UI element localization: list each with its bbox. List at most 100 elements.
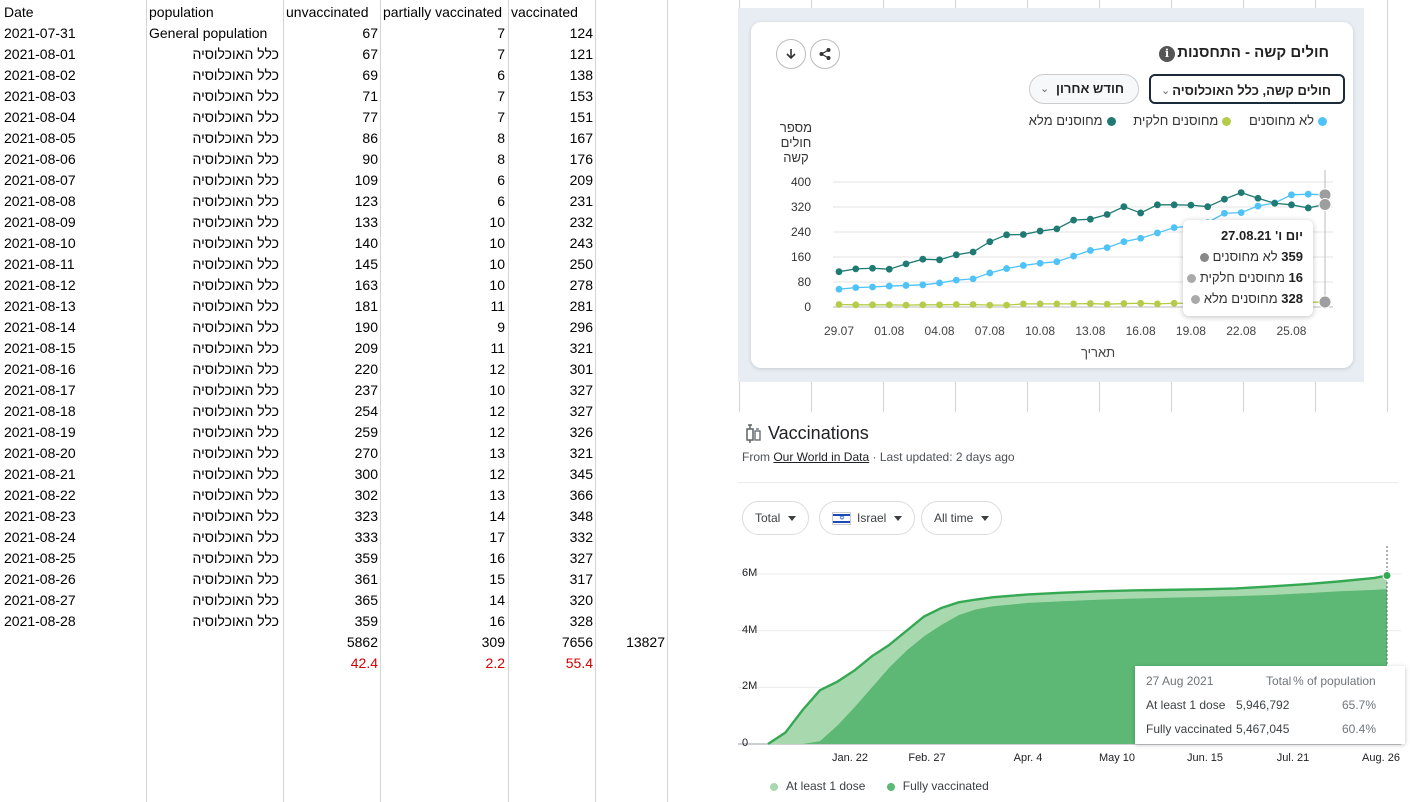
cell-date[interactable]: 2021-08-12 bbox=[4, 277, 76, 293]
cell-population[interactable]: כלל האוכלוסיה bbox=[192, 424, 280, 440]
cell-date[interactable]: 2021-08-14 bbox=[4, 319, 76, 335]
table-row[interactable]: 2021-08-12 כלל האוכלוסיה 163 10 278 bbox=[0, 275, 667, 296]
cell-population[interactable]: כלל האוכלוסיה bbox=[192, 67, 280, 83]
cell-unvaccinated[interactable]: 302 bbox=[354, 487, 378, 503]
cell-population[interactable]: כלל האוכלוסיה bbox=[192, 550, 280, 566]
table-row[interactable]: 2021-08-03 כלל האוכלוסיה 71 7 153 bbox=[0, 86, 667, 107]
cell-date[interactable]: 2021-08-24 bbox=[4, 529, 76, 545]
cell-vaccinated[interactable]: 327 bbox=[569, 382, 593, 398]
cell-partially[interactable]: 12 bbox=[489, 466, 505, 482]
cell-population[interactable]: כלל האוכלוסיה bbox=[192, 529, 280, 545]
pct-unvaccinated[interactable]: 42.4 bbox=[350, 655, 378, 671]
cell-partially[interactable]: 12 bbox=[489, 361, 505, 377]
cell-unvaccinated[interactable]: 361 bbox=[354, 571, 378, 587]
cell-unvaccinated[interactable]: 270 bbox=[354, 445, 378, 461]
table-row[interactable]: 2021-08-04 כלל האוכלוסיה 77 7 151 bbox=[0, 107, 667, 128]
cell-partially[interactable]: 7 bbox=[497, 109, 505, 125]
cell-population[interactable]: כלל האוכלוסיה bbox=[192, 592, 280, 608]
cell-partially[interactable]: 14 bbox=[489, 508, 505, 524]
table-row[interactable]: 2021-08-17 כלל האוכלוסיה 237 10 327 bbox=[0, 380, 667, 401]
table-row[interactable]: 2021-08-02 כלל האוכלוסיה 69 6 138 bbox=[0, 65, 667, 86]
cell-unvaccinated[interactable]: 359 bbox=[354, 613, 378, 629]
cell-population[interactable]: כלל האוכלוסיה bbox=[192, 319, 280, 335]
cell-vaccinated[interactable]: 281 bbox=[569, 298, 593, 314]
cell-date[interactable]: 2021-08-02 bbox=[4, 67, 76, 83]
cell-population[interactable]: כלל האוכלוסיה bbox=[192, 571, 280, 587]
cell-partially[interactable]: 10 bbox=[489, 214, 505, 230]
cell-partially[interactable]: 10 bbox=[489, 235, 505, 251]
table-row[interactable]: 2021-08-15 כלל האוכלוסיה 209 11 321 bbox=[0, 338, 667, 359]
cell-unvaccinated[interactable]: 123 bbox=[354, 193, 378, 209]
total-vaccinated[interactable]: 7656 bbox=[561, 634, 593, 650]
cell-partially[interactable]: 11 bbox=[490, 298, 505, 314]
range-chip[interactable]: All time bbox=[921, 501, 1003, 535]
cell-partially[interactable]: 8 bbox=[497, 151, 505, 167]
cell-unvaccinated[interactable]: 90 bbox=[362, 151, 378, 167]
cell-vaccinated[interactable]: 296 bbox=[569, 319, 593, 335]
cell-unvaccinated[interactable]: 333 bbox=[354, 529, 378, 545]
cell-date[interactable]: 2021-08-21 bbox=[4, 466, 76, 482]
table-row[interactable]: 2021-08-27 כלל האוכלוסיה 365 14 320 bbox=[0, 590, 667, 611]
table-row[interactable]: 2021-08-08 כלל האוכלוסיה 123 6 231 bbox=[0, 191, 667, 212]
cell-date[interactable]: 2021-07-31 bbox=[4, 25, 76, 41]
cell-partially[interactable]: 13 bbox=[489, 445, 505, 461]
cell-partially[interactable]: 17 bbox=[489, 529, 505, 545]
cell-vaccinated[interactable]: 327 bbox=[569, 550, 593, 566]
cell-population[interactable]: כלל האוכלוסיה bbox=[192, 214, 280, 230]
table-row[interactable]: 2021-08-14 כלל האוכלוסיה 190 9 296 bbox=[0, 317, 667, 338]
cell-vaccinated[interactable]: 348 bbox=[569, 508, 593, 524]
cell-population[interactable]: כלל האוכלוסיה bbox=[192, 256, 280, 272]
cell-partially[interactable]: 6 bbox=[497, 67, 505, 83]
grand-total[interactable]: 13827 bbox=[626, 634, 665, 650]
cell-partially[interactable]: 7 bbox=[497, 25, 505, 41]
cell-unvaccinated[interactable]: 181 bbox=[354, 298, 378, 314]
cell-vaccinated[interactable]: 326 bbox=[569, 424, 593, 440]
table-row[interactable]: 2021-08-10 כלל האוכלוסיה 140 10 243 bbox=[0, 233, 667, 254]
cell-date[interactable]: 2021-08-23 bbox=[4, 508, 76, 524]
cell-population[interactable]: כלל האוכלוסיה bbox=[192, 508, 280, 524]
cell-unvaccinated[interactable]: 69 bbox=[362, 67, 378, 83]
table-row[interactable]: 2021-08-16 כלל האוכלוסיה 220 12 301 bbox=[0, 359, 667, 380]
cell-date[interactable]: 2021-08-04 bbox=[4, 109, 76, 125]
cell-date[interactable]: 2021-08-22 bbox=[4, 487, 76, 503]
cell-vaccinated[interactable]: 138 bbox=[569, 67, 593, 83]
cell-partially[interactable]: 10 bbox=[489, 256, 505, 272]
cell-population[interactable]: כלל האוכלוסיה bbox=[192, 298, 280, 314]
cell-vaccinated[interactable]: 278 bbox=[569, 277, 593, 293]
legend-partially[interactable]: מחוסנים חלקית bbox=[1133, 113, 1232, 128]
cell-vaccinated[interactable]: 301 bbox=[569, 361, 593, 377]
total-unvaccinated[interactable]: 5862 bbox=[346, 634, 378, 650]
cell-partially[interactable]: 7 bbox=[497, 88, 505, 104]
cell-date[interactable]: 2021-08-01 bbox=[4, 46, 76, 62]
cell-vaccinated[interactable]: 321 bbox=[569, 340, 593, 356]
legend-fully-vaccinated[interactable]: Fully vaccinated bbox=[886, 779, 989, 793]
table-row[interactable]: 2021-08-23 כלל האוכלוסיה 323 14 348 bbox=[0, 506, 667, 527]
table-row[interactable]: 2021-08-26 כלל האוכלוסיה 361 15 317 bbox=[0, 569, 667, 590]
cell-population[interactable]: כלל האוכלוסיה bbox=[192, 382, 280, 398]
cell-date[interactable]: 2021-08-28 bbox=[4, 613, 76, 629]
cell-population[interactable]: כלל האוכלוסיה bbox=[192, 445, 280, 461]
cell-population[interactable]: כלל האוכלוסיה bbox=[192, 466, 280, 482]
share-button[interactable] bbox=[810, 39, 840, 69]
cell-unvaccinated[interactable]: 220 bbox=[354, 361, 378, 377]
cell-partially[interactable]: 10 bbox=[489, 277, 505, 293]
cell-vaccinated[interactable]: 328 bbox=[569, 613, 593, 629]
table-row[interactable]: 2021-08-25 כלל האוכלוסיה 359 16 327 bbox=[0, 548, 667, 569]
metric-chip[interactable]: Total bbox=[742, 501, 810, 535]
cell-vaccinated[interactable]: 232 bbox=[569, 214, 593, 230]
cell-date[interactable]: 2021-08-13 bbox=[4, 298, 76, 314]
cell-partially[interactable]: 12 bbox=[489, 403, 505, 419]
cell-unvaccinated[interactable]: 67 bbox=[362, 25, 378, 41]
cell-date[interactable]: 2021-08-18 bbox=[4, 403, 76, 419]
cell-unvaccinated[interactable]: 300 bbox=[354, 466, 378, 482]
cell-partially[interactable]: 9 bbox=[497, 319, 505, 335]
cell-partially[interactable]: 15 bbox=[489, 571, 505, 587]
cell-population[interactable]: כלל האוכלוסיה bbox=[192, 172, 280, 188]
cell-population[interactable]: כלל האוכלוסיה bbox=[192, 403, 280, 419]
period-select[interactable]: חודש אחרון ⌄ bbox=[1029, 74, 1139, 104]
cell-unvaccinated[interactable]: 237 bbox=[354, 382, 378, 398]
cell-vaccinated[interactable]: 176 bbox=[569, 151, 593, 167]
cell-partially[interactable]: 7 bbox=[497, 46, 505, 62]
cell-date[interactable]: 2021-08-10 bbox=[4, 235, 76, 251]
percent-row[interactable]: 42.4 2.2 55.4 bbox=[0, 653, 667, 674]
